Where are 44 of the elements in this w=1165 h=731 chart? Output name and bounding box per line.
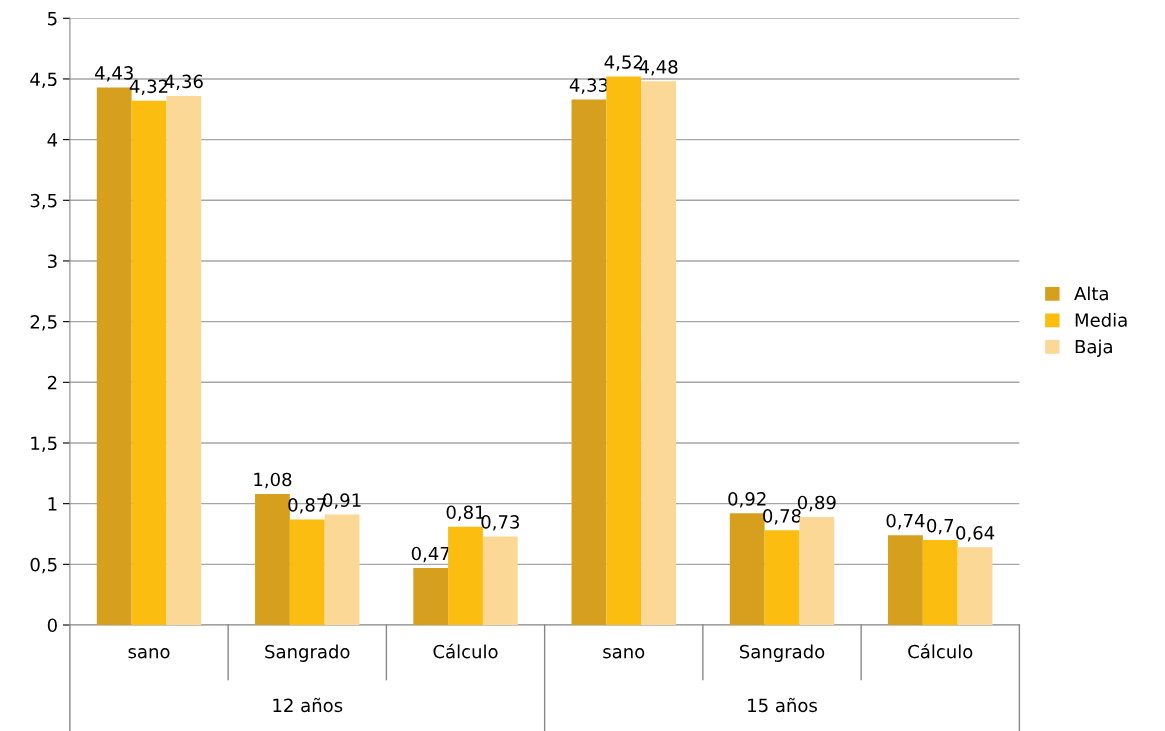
y-tick-label: 1,5	[31, 436, 57, 452]
bar	[922, 540, 958, 625]
bar	[324, 514, 360, 625]
bar	[571, 99, 607, 625]
bar	[482, 536, 518, 625]
bar	[764, 530, 800, 625]
bar	[448, 526, 483, 625]
y-tick-label: 3,5	[30, 193, 57, 210]
y-tick-label: 0	[47, 618, 57, 633]
bar	[255, 493, 290, 625]
y-tick-label: 3	[47, 254, 57, 269]
data-label: 0,64	[956, 526, 995, 542]
x-tick-label: Cálculo	[433, 643, 498, 659]
data-label: 1,08	[254, 472, 292, 489]
bar	[131, 100, 167, 625]
bar	[641, 81, 676, 625]
y-tick-label: 1	[48, 497, 57, 511]
y-tick-label: 4	[47, 133, 58, 147]
y-tick-label: 0,5	[30, 557, 57, 574]
legend-label: Media	[1075, 312, 1127, 327]
bar	[799, 517, 835, 625]
x-tick-label: sano	[603, 648, 645, 659]
data-label: 0,74	[886, 513, 925, 530]
bar	[413, 567, 449, 625]
y-tick-label: 5	[48, 11, 57, 26]
data-label: 0,92	[728, 492, 766, 508]
y-tick-label: 2,5	[30, 315, 57, 331]
x-tick-label: Sangrado	[739, 644, 825, 662]
bar	[957, 547, 993, 625]
y-tick-label: 2	[47, 375, 57, 390]
bar	[606, 76, 642, 625]
legend-label: Baja	[1075, 339, 1112, 357]
x-tick-label: sano	[128, 648, 170, 659]
data-label: 0,7	[927, 518, 954, 535]
bar	[166, 95, 202, 625]
bar	[289, 519, 325, 625]
bar	[888, 535, 923, 625]
bar	[729, 513, 765, 625]
legend-label: Alta	[1074, 286, 1108, 301]
x-tick-label: Sangrado	[265, 644, 350, 662]
y-tick-label: 4,5	[30, 72, 57, 88]
x-tick-label: Cálculo	[908, 643, 973, 659]
text: 12 años	[273, 697, 343, 713]
text: 15 años	[748, 697, 817, 713]
